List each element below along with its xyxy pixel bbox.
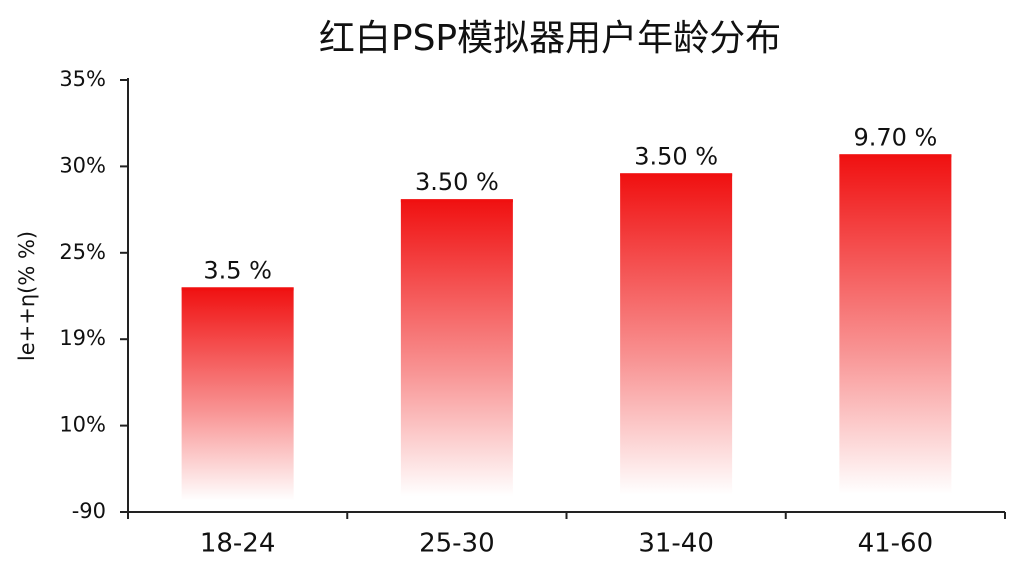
bar [181,287,294,512]
bar [620,173,733,512]
bar [400,199,513,512]
bar [839,154,952,512]
x-tick-label: 31-40 [638,529,714,559]
data-label: 3.5 % [203,256,272,284]
y-tick-label: 25% [59,240,106,264]
data-label: 9.70 % [853,123,937,151]
x-tick-label: 41-60 [858,529,934,559]
data-label: 3.50 % [634,142,718,170]
x-tick-label: 18-24 [200,529,276,559]
y-tick-label: 19% [59,326,106,350]
bar-top [839,154,952,158]
y-tick-label: -90 [72,499,106,523]
x-tick-label: 25-30 [419,529,495,559]
y-tick-label: 30% [59,153,106,177]
data-label: 3.50 % [415,168,499,196]
bar-top [400,199,513,203]
chart-title: 红白PSP模拟器用户年龄分布 [319,18,781,59]
bar-top [620,173,733,177]
y-tick-label: 35% [59,67,106,91]
bar-top [181,287,294,291]
y-axis-label: le++η(% %) [15,231,39,361]
y-tick-label: 10% [59,413,106,437]
